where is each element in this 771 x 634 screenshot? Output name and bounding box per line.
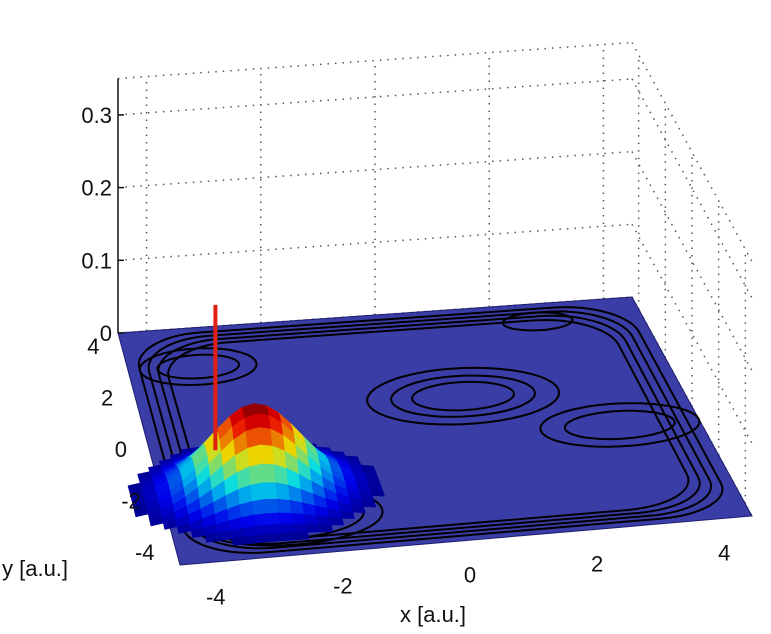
surface-patch xyxy=(264,498,280,514)
surface-patch xyxy=(292,523,308,533)
surface-patch xyxy=(256,413,272,430)
surface-patch xyxy=(256,533,272,544)
x-axis-label: x [a.u.] xyxy=(400,602,466,627)
surface-patch xyxy=(316,515,332,526)
y-tick-label: -4 xyxy=(135,540,155,565)
side-wall-grid-line xyxy=(631,42,753,262)
surface-patch xyxy=(291,513,307,525)
surface-patch xyxy=(244,534,260,545)
surface-patch xyxy=(261,463,277,484)
well-contour xyxy=(563,409,676,441)
surface-patch xyxy=(269,532,285,542)
surface-patch xyxy=(303,514,319,525)
surface-patch xyxy=(266,512,282,526)
surface-patch xyxy=(242,525,258,538)
surface-patch xyxy=(282,532,297,541)
z-tick-label: 0 xyxy=(100,321,112,346)
y-tick-label: -2 xyxy=(121,489,141,514)
surface-patch xyxy=(259,444,275,466)
surface-patch xyxy=(231,536,247,546)
surface-patch xyxy=(263,482,278,500)
grid-lines xyxy=(117,41,753,517)
y-tick-label: 2 xyxy=(101,385,113,410)
well-contour xyxy=(138,347,258,387)
surface-patch xyxy=(361,499,377,508)
surface-patch xyxy=(252,499,267,516)
y-axis-label: y [a.u.] xyxy=(2,556,68,581)
well-contour xyxy=(411,380,516,412)
z-tick-label: 0.1 xyxy=(81,248,112,273)
x-tick-label: 0 xyxy=(464,563,476,588)
surface-patch xyxy=(245,427,261,449)
x-tick-label: 4 xyxy=(718,541,730,566)
surface-patch xyxy=(350,504,366,514)
surface-patch xyxy=(258,427,273,447)
surface-patch xyxy=(255,524,271,536)
tick-labels: 0 0.1 0.2 0.3 -4 -2 0 2 4 -4 -2 0 2 4 xyxy=(81,103,730,609)
x-tick-label: 2 xyxy=(591,552,603,577)
z-tick-label: 0.2 xyxy=(81,176,112,201)
surface-patch xyxy=(267,523,283,535)
surface-patch xyxy=(277,498,293,514)
surface-patch xyxy=(250,482,266,502)
y-tick-label: 0 xyxy=(115,437,127,462)
surface-patch xyxy=(241,514,256,529)
surface-patch xyxy=(275,482,291,501)
wavepacket-surface xyxy=(127,403,386,546)
surface-patch xyxy=(278,512,294,525)
y-tick-label: 4 xyxy=(87,334,99,359)
x-tick-label: -2 xyxy=(333,573,353,598)
surface-patch xyxy=(289,500,305,515)
surface-patch xyxy=(328,516,345,526)
surface-patch xyxy=(369,489,386,497)
well-contour xyxy=(390,374,537,418)
surface-patch xyxy=(253,513,269,527)
surface-patch xyxy=(248,463,264,486)
x-tick-label: -4 xyxy=(206,584,226,609)
surface-patch xyxy=(280,523,296,534)
surface-patch xyxy=(305,523,321,533)
surface-patch xyxy=(247,444,263,468)
well-contour xyxy=(366,366,561,426)
surface-patch xyxy=(318,524,334,533)
surface-patch xyxy=(339,510,355,520)
well-contour xyxy=(501,311,574,332)
surface-patch xyxy=(294,531,310,541)
z-tick-label: 0.3 xyxy=(81,103,112,128)
back-wall-grid-line xyxy=(117,41,633,80)
well-contour xyxy=(539,402,701,448)
